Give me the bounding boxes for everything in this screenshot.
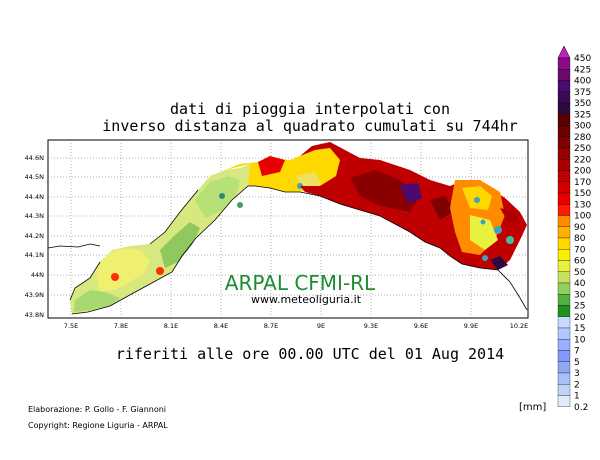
lat-tick: 44.4N <box>25 193 44 201</box>
colorbar-label: 250 <box>574 144 591 154</box>
lon-tick: 10.2E <box>510 322 529 330</box>
colorbar-swatch <box>557 159 571 171</box>
colorbar-swatch <box>557 215 571 227</box>
colorbar-swatch <box>557 294 571 306</box>
lon-tick: 8.4E <box>214 322 228 330</box>
colorbar-swatch <box>557 69 571 81</box>
credits-line: Elaborazione: P. Gollo - F. Giannoni <box>28 405 167 414</box>
lon-tick: 8.7E <box>264 322 278 330</box>
colorbar-label: 1 <box>574 392 580 402</box>
lat-tick: 44.1N <box>25 251 44 259</box>
credits: Elaborazione: P. Gollo - F. Giannoni Cop… <box>28 402 168 434</box>
colorbar-swatch <box>557 136 571 149</box>
colorbar-label: 50 <box>574 268 586 278</box>
colorbar: 4504254003753503253002802502202001701501… <box>557 45 591 413</box>
colorbar-label: 10 <box>574 335 586 345</box>
coastline <box>47 185 528 315</box>
colorbar-swatch <box>557 384 571 396</box>
colorbar-label: 220 <box>574 155 591 165</box>
lon-tick: 9.9E <box>464 322 478 330</box>
colorbar-swatch <box>557 114 571 126</box>
colorbar-label: 0.2 <box>574 403 588 413</box>
lon-tick: 7.8E <box>114 322 128 330</box>
lat-tick: 44.6N <box>25 154 44 162</box>
lon-ticks: 7.5E 7.8E 8.1E 8.4E 8.7E 9E 9.3E 9.6E 9.… <box>64 322 529 330</box>
colorbar-label: 170 <box>574 178 591 188</box>
colorbar-swatch <box>557 125 571 137</box>
colorbar-label: 15 <box>574 324 585 334</box>
colorbar-label: 425 <box>574 65 591 75</box>
colorbar-label: 350 <box>574 99 591 109</box>
colorbar-label: 300 <box>574 122 591 132</box>
colorbar-swatch <box>557 316 571 329</box>
colorbar-label: 25 <box>574 302 585 312</box>
lat-tick: 43.9N <box>25 291 44 299</box>
colorbar-swatch <box>557 181 571 194</box>
title-line-2: inverso distanza al quadrato cumulati su… <box>102 117 518 135</box>
colorbar-label: 130 <box>574 200 591 210</box>
colorbar-label: 100 <box>574 212 591 222</box>
colorbar-label: 200 <box>574 167 591 177</box>
colorbar-swatch <box>557 57 571 70</box>
lat-tick: 44.2N <box>25 232 44 240</box>
colorbar-label: 400 <box>574 77 591 87</box>
colorbar-swatch <box>557 204 571 216</box>
colorbar-label: 30 <box>574 290 586 300</box>
lon-tick: 9.6E <box>414 322 428 330</box>
colorbar-label: 60 <box>574 257 586 267</box>
colorbar-label: 20 <box>574 313 586 323</box>
colorbar-swatch <box>557 305 571 317</box>
lat-tick: 44.3N <box>25 212 44 220</box>
colorbar-swatch <box>557 395 571 407</box>
lat-ticks: 44.6N 44.5N 44.4N 44.3N 44.2N 44.1N 44N … <box>25 154 44 319</box>
colorbar-swatch <box>557 237 571 250</box>
colorbar-swatch <box>557 192 571 205</box>
rainfall-field <box>70 142 527 314</box>
colorbar-label: 2 <box>574 380 580 390</box>
colorbar-label: 3 <box>574 369 580 379</box>
colorbar-label: 40 <box>574 279 586 289</box>
colorbar-label: 450 <box>574 54 591 64</box>
lat-tick: 44N <box>31 271 44 279</box>
website-text: www.meteoliguria.it <box>251 293 362 306</box>
lon-tick: 9.3E <box>364 322 378 330</box>
colorbar-swatches <box>557 57 571 407</box>
colorbar-label: 375 <box>574 88 591 98</box>
credits-line: Copyright: Regione Liguria - ARPAL <box>28 421 168 430</box>
colorbar-swatch <box>557 271 571 284</box>
colorbar-swatch <box>557 170 571 182</box>
lon-tick: 9E <box>317 322 325 330</box>
colorbar-label: 325 <box>574 110 591 120</box>
colorbar-swatch <box>557 91 571 104</box>
unit-label: [mm] <box>519 402 547 413</box>
colorbar-swatch <box>557 80 571 92</box>
lon-tick: 8.1E <box>164 322 178 330</box>
colorbar-swatch <box>557 372 571 385</box>
colorbar-swatch <box>557 282 571 295</box>
subtitle: riferiti alle ore 00.00 UTC del 01 Aug 2… <box>115 345 505 363</box>
colorbar-top-arrow <box>557 45 571 59</box>
colorbar-label: 90 <box>574 223 586 233</box>
colorbar-swatch <box>557 327 571 340</box>
colorbar-label: 5 <box>574 358 580 368</box>
title-line-1: dati di pioggia interpolati con <box>170 100 450 118</box>
colorbar-swatch <box>557 226 571 239</box>
lat-tick: 44.5N <box>25 173 44 181</box>
colorbar-swatch <box>557 102 571 115</box>
colorbar-labels: 4504254003753503253002802502202001701501… <box>574 54 591 413</box>
colorbar-label: 150 <box>574 189 591 199</box>
colorbar-label: 70 <box>574 245 586 255</box>
watermark-text: ARPAL CFMI-RL <box>225 271 376 295</box>
colorbar-swatch <box>557 260 571 272</box>
lon-tick: 7.5E <box>64 322 78 330</box>
colorbar-swatch <box>557 147 571 160</box>
colorbar-label: 7 <box>574 347 580 357</box>
colorbar-swatch <box>557 249 571 261</box>
colorbar-swatch <box>557 361 571 374</box>
colorbar-label: 280 <box>574 133 591 143</box>
colorbar-label: 80 <box>574 234 586 244</box>
lat-tick: 43.8N <box>25 311 44 319</box>
